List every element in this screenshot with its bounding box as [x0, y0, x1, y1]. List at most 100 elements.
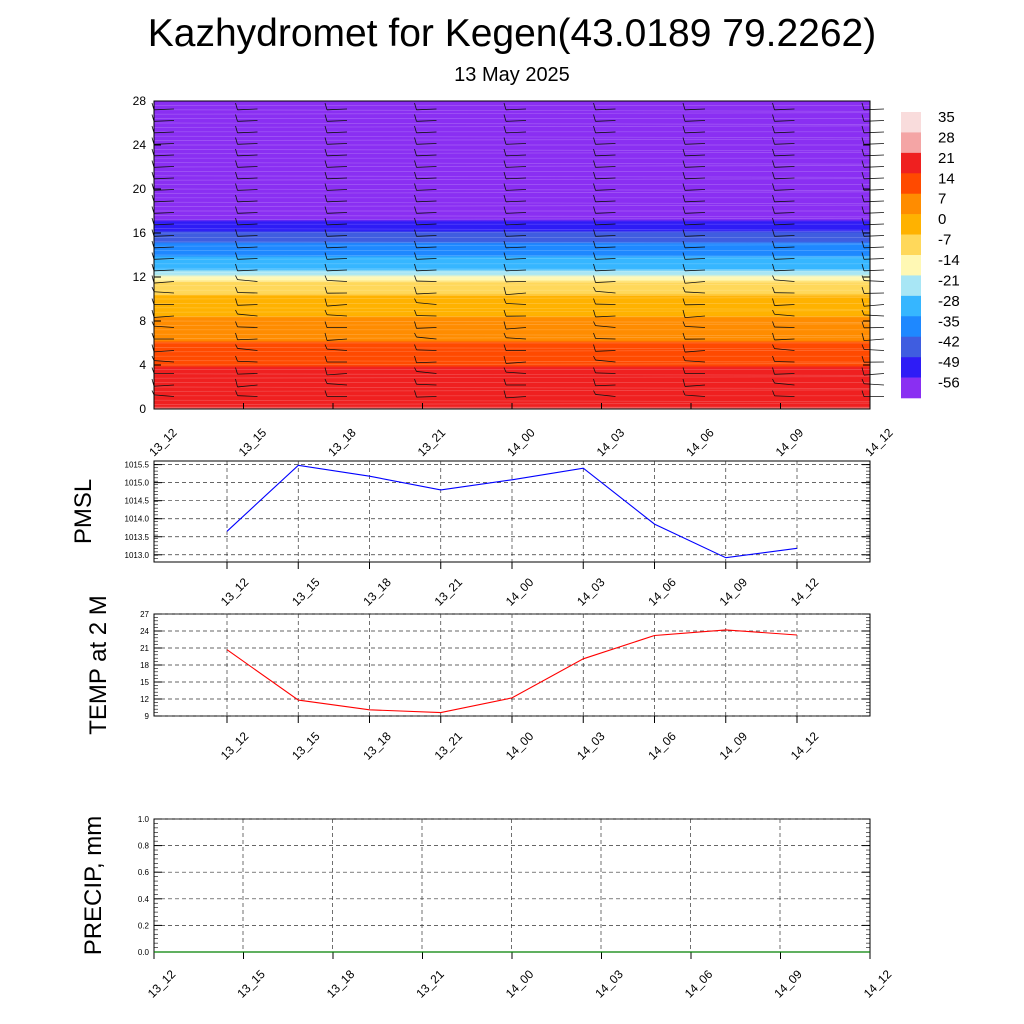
wind-barb: [237, 212, 258, 214]
wind-barb: [861, 298, 865, 307]
wind-barb: [593, 298, 596, 305]
wind-barb: [682, 367, 686, 374]
wind-barb: [503, 275, 507, 282]
precip-y-tick-label: 0.6: [138, 868, 150, 877]
wind-barb: [861, 344, 865, 350]
contour-line: [153, 228, 871, 231]
wind-barb: [414, 240, 417, 248]
wind-barb: [324, 355, 328, 363]
wind-barb: [505, 223, 527, 226]
wind-barb: [326, 143, 348, 145]
wind-barb: [772, 171, 775, 179]
contour-line: [153, 373, 871, 376]
precip-x-tick-label: 14_06: [682, 967, 716, 1001]
wind-barb: [416, 108, 437, 111]
wind-barb: [414, 148, 417, 156]
wind-barb: [237, 304, 258, 306]
pmsl-y-tick-label: 1013.5: [125, 533, 150, 542]
colorbar-swatch: [901, 234, 921, 256]
wind-barb: [235, 125, 238, 133]
wind-barb: [416, 383, 437, 386]
wind-barb: [772, 390, 775, 397]
wind-barb: [153, 235, 175, 237]
wind-barb: [235, 229, 238, 237]
wind-barb: [772, 240, 775, 248]
pmsl-x-tick-label: 14_00: [503, 575, 537, 609]
wind-barb: [774, 235, 795, 237]
wind-barb: [682, 321, 686, 327]
wind-barb: [414, 286, 417, 295]
contour-line: [153, 333, 871, 337]
wind-barb: [774, 189, 795, 191]
wind-barb: [684, 325, 706, 328]
wind-barb: [595, 394, 616, 397]
wind-barb: [505, 292, 527, 296]
wind-barb: [237, 189, 258, 191]
wind-barb: [774, 120, 795, 122]
wind-barb: [416, 154, 437, 157]
wind-barb: [235, 183, 238, 191]
wind-barb: [324, 252, 328, 260]
precip-y-tick-label: 0.4: [138, 895, 150, 904]
wind-barb: [774, 373, 795, 375]
heatmap-x-tick-label: 13_15: [236, 425, 270, 459]
wind-barb: [235, 298, 238, 306]
wind-barb: [505, 212, 527, 214]
wind-barb: [684, 177, 706, 180]
contour-line: [153, 151, 871, 155]
wind-barb: [414, 275, 417, 282]
wind-barb: [684, 315, 706, 319]
wind-barb: [235, 321, 238, 328]
temp-y-tick-label: 15: [140, 678, 149, 687]
wind-barb: [326, 223, 348, 226]
wind-barb: [772, 183, 775, 191]
contour-line: [153, 135, 871, 139]
wind-barb: [861, 367, 865, 376]
temp-y-tick-label: 24: [140, 627, 149, 636]
wind-barb: [505, 200, 527, 203]
precip-y-tick-label: 0.0: [138, 948, 150, 957]
wind-barb: [684, 189, 706, 191]
wind-barb: [153, 325, 175, 328]
wind-barb: [237, 348, 258, 351]
wind-barb: [416, 336, 437, 340]
wind-barb: [324, 298, 328, 307]
wind-barb: [235, 217, 238, 225]
wind-barb: [503, 102, 507, 110]
pmsl-x-tick-label: 13_15: [289, 575, 323, 609]
wind-barb: [863, 383, 885, 386]
wind-barb: [153, 108, 175, 111]
wind-barb: [595, 338, 616, 340]
wind-barb: [237, 235, 258, 237]
wind-barb: [414, 160, 417, 168]
wind-barb: [237, 200, 258, 203]
contour-line: [153, 389, 871, 392]
wind-barb: [326, 108, 348, 111]
contour-line: [153, 399, 871, 403]
wind-barb: [416, 292, 437, 295]
wind-barb: [505, 154, 527, 157]
wind-barb: [772, 263, 775, 271]
wind-barb: [324, 332, 328, 341]
page-subtitle: 13 May 2025: [454, 64, 570, 86]
colorbar-swatch: [901, 193, 921, 215]
wind-barb: [153, 223, 175, 226]
wind-barb: [772, 217, 775, 225]
contour-line: [153, 231, 871, 234]
wind-barb: [414, 263, 417, 271]
wind-barb: [326, 279, 348, 282]
pmsl-y-tick-label: 1015.5: [125, 461, 150, 470]
wind-barb: [326, 200, 348, 203]
wind-barb: [414, 194, 417, 202]
wind-barb: [235, 367, 238, 375]
wind-barb: [682, 286, 686, 293]
wind-barb: [774, 108, 795, 111]
wind-barb: [595, 166, 616, 168]
wind-barb: [863, 280, 885, 282]
wind-barb: [684, 258, 706, 260]
wind-barb: [414, 137, 417, 145]
wind-barb: [235, 137, 238, 145]
wind-barb: [593, 367, 596, 374]
contour-line: [153, 165, 871, 168]
colorbar-label: -14: [938, 252, 960, 269]
